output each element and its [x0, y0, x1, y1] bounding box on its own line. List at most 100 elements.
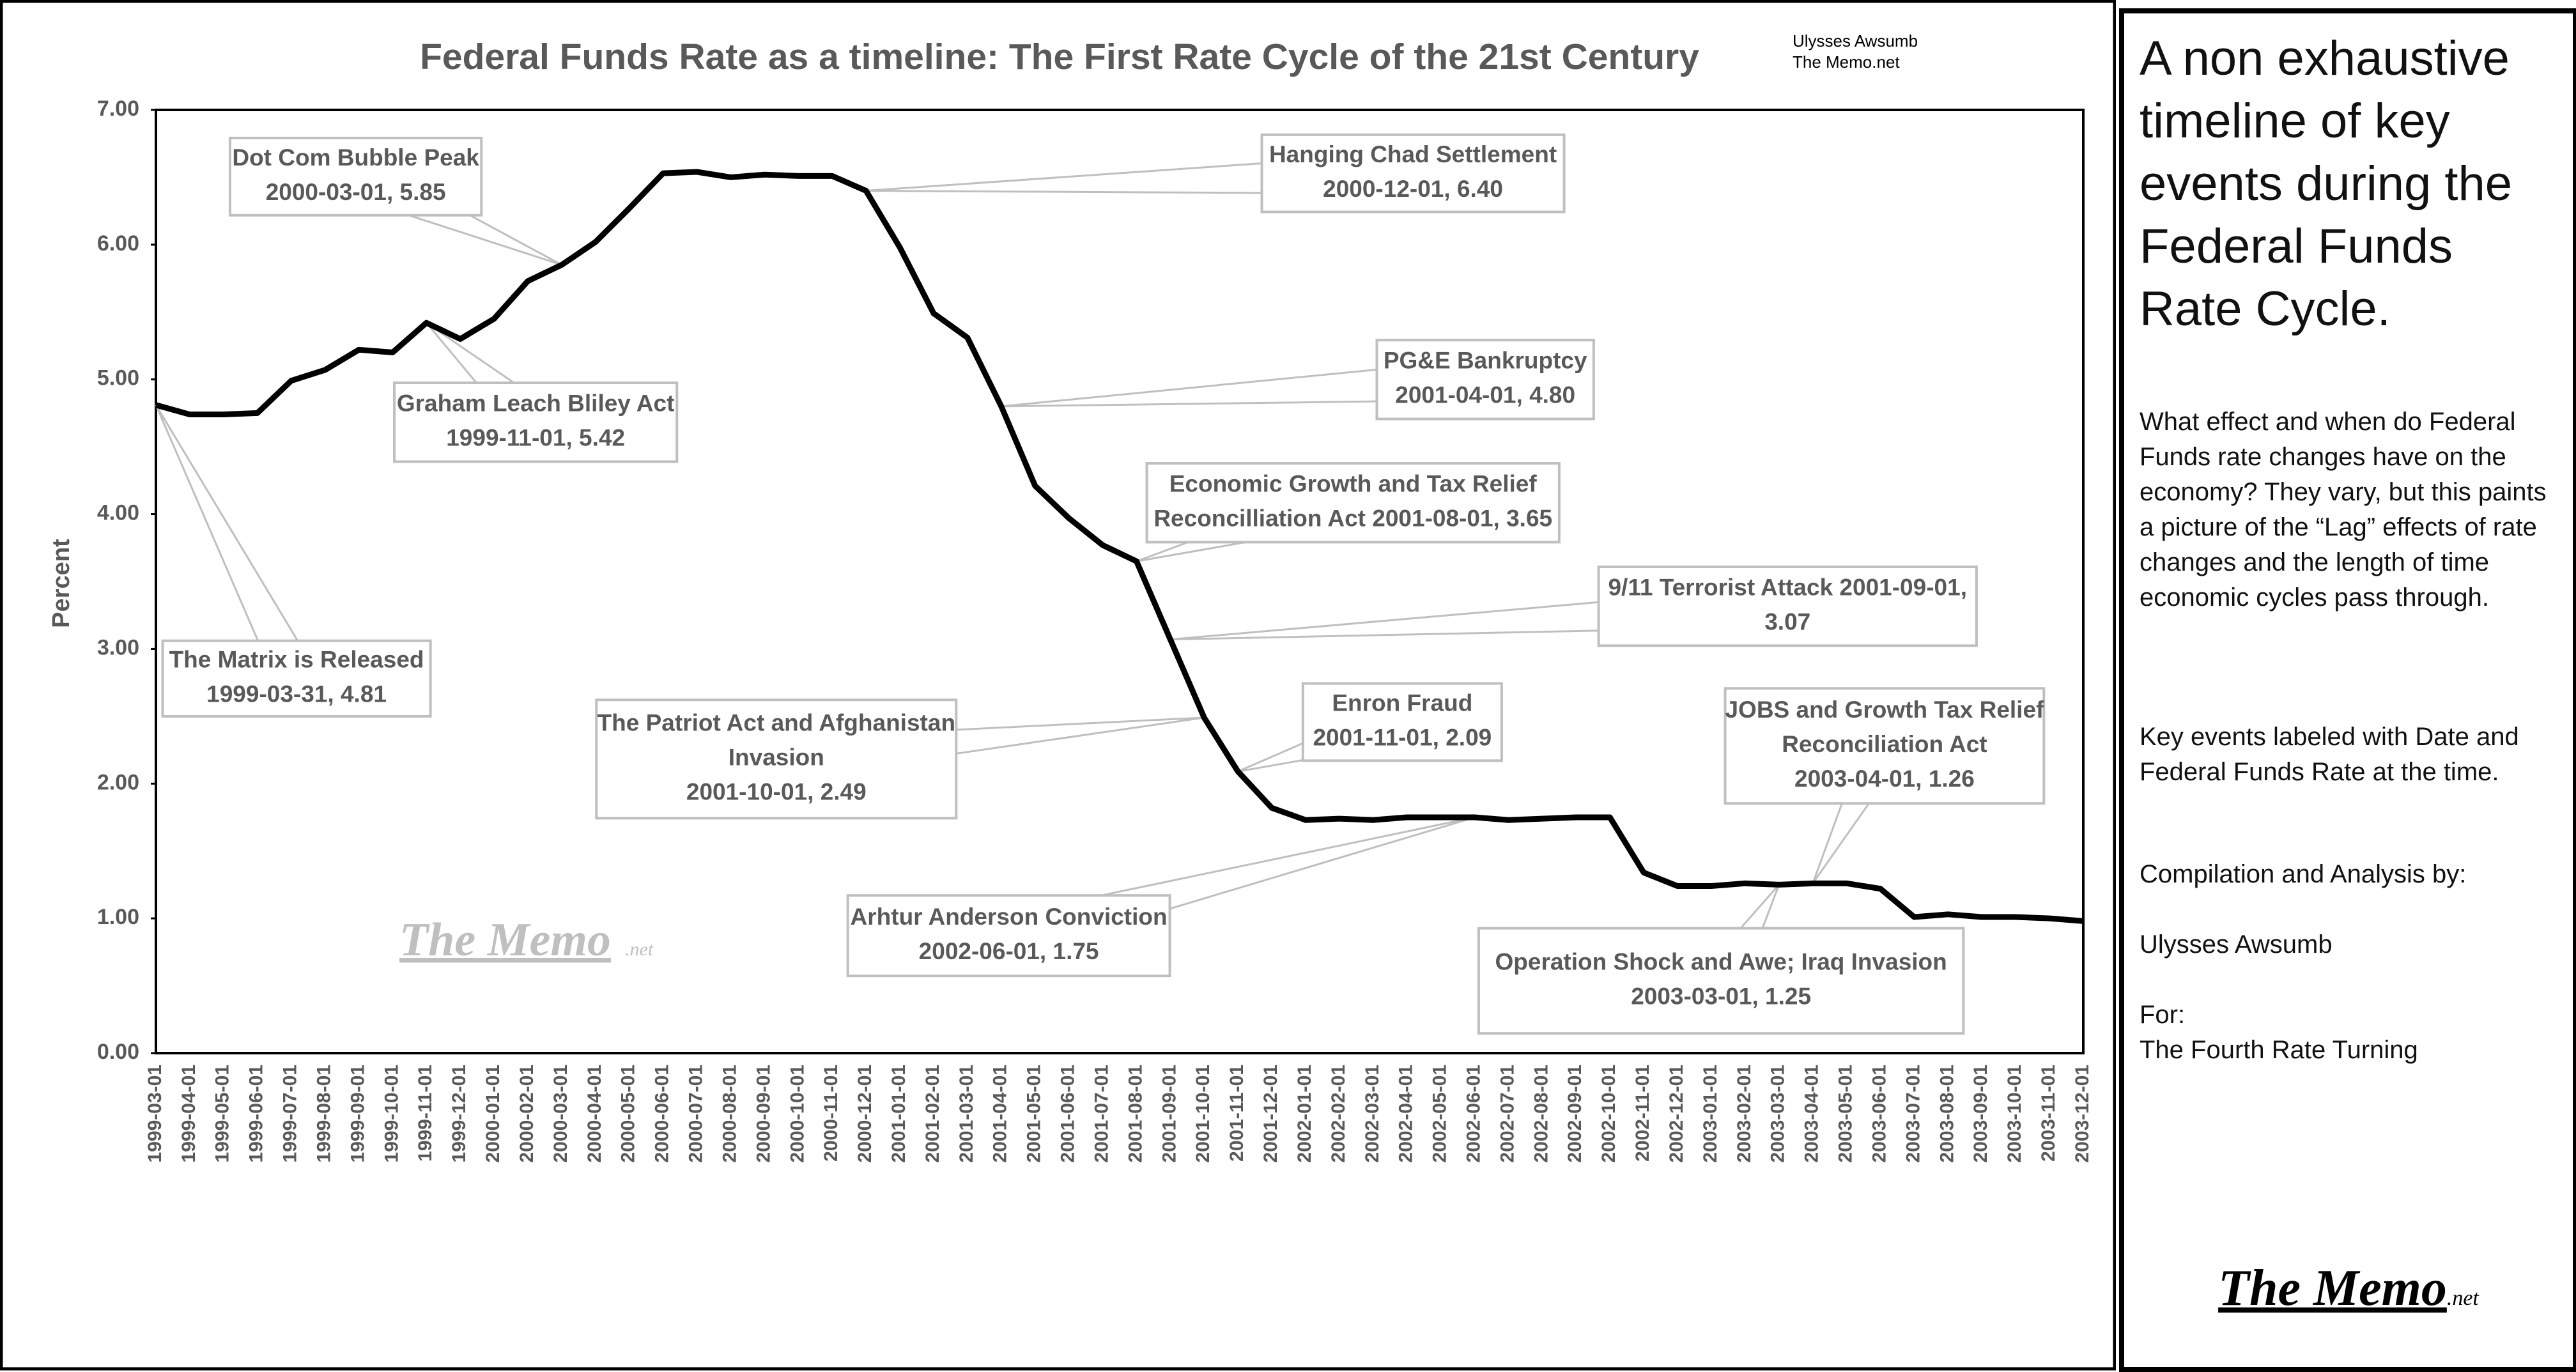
x-tick-label: 2001-12-01: [1260, 1065, 1281, 1162]
x-tick-label: 2000-01-01: [482, 1065, 504, 1162]
x-tick-label: 1999-07-01: [280, 1065, 301, 1162]
x-tick-label: 2000-05-01: [618, 1065, 639, 1162]
annotation-text: Operation Shock and Awe; Iraq Invasion: [1495, 949, 1947, 975]
annotation-text: 2000-03-01, 5.85: [266, 179, 446, 205]
x-tick-label: 2002-09-01: [1564, 1065, 1585, 1162]
annotation-box: [161, 639, 432, 718]
annotation-text: 2000-12-01, 6.40: [1323, 176, 1503, 202]
annotation-text: 1999-03-31, 4.81: [206, 681, 387, 707]
x-tick-label: 1999-10-01: [381, 1065, 402, 1162]
x-tick-label: 1999-05-01: [212, 1065, 233, 1162]
x-tick-label: 2003-12-01: [2072, 1065, 2093, 1162]
x-tick-label: 1999-04-01: [178, 1065, 199, 1162]
x-tick-label: 2000-12-01: [854, 1065, 875, 1162]
x-tick-label: 2001-08-01: [1125, 1065, 1146, 1162]
watermark-suffix: .net: [625, 939, 654, 960]
x-tick-label: 2002-04-01: [1396, 1065, 1417, 1162]
annotation-text: 2001-10-01, 2.49: [686, 779, 867, 805]
x-tick-label: 2000-06-01: [652, 1065, 673, 1162]
x-tick-label: 1999-09-01: [347, 1065, 368, 1162]
x-tick-label: 2001-09-01: [1159, 1065, 1180, 1162]
annotation-text: Reconciliation Act: [1782, 731, 1987, 757]
x-tick-label: 2002-05-01: [1430, 1065, 1451, 1162]
x-tick-label: 2001-03-01: [956, 1065, 977, 1162]
y-tick-label: 2.00: [97, 770, 139, 794]
annotation-text: The Patriot Act and Afghanistan: [598, 710, 956, 736]
panel-text: Compilation and Analysis by:: [2140, 860, 2467, 888]
x-tick-label: 2001-04-01: [990, 1065, 1011, 1162]
annotation-text: JOBS and Growth Tax Relief: [1725, 697, 2044, 723]
annotation-box: [1724, 687, 2046, 805]
x-tick-label: 2001-02-01: [922, 1065, 943, 1162]
x-tick-label: 2002-01-01: [1294, 1065, 1315, 1162]
x-tick-label: 2003-11-01: [2038, 1065, 2059, 1162]
annotation-text: The Matrix is Released: [169, 647, 424, 673]
x-tick-label: 2002-12-01: [1666, 1065, 1687, 1162]
x-tick-label: 2000-11-01: [821, 1065, 842, 1162]
y-tick-label: 5.00: [97, 366, 139, 390]
panel-text: Ulysses Awsumb: [2140, 930, 2333, 959]
annotation-text: 1999-11-01, 5.42: [446, 425, 625, 451]
x-tick-label: 2001-06-01: [1058, 1065, 1079, 1162]
x-tick-label: 2001-10-01: [1192, 1065, 1214, 1162]
credit: Ulysses Awsumb: [1793, 31, 1918, 50]
x-tick-label: 2002-06-01: [1463, 1065, 1485, 1162]
annotation-text: PG&E Bankruptcy: [1384, 348, 1587, 374]
y-axis-label: Percent: [48, 539, 75, 628]
y-tick-label: 1.00: [97, 905, 139, 929]
x-tick-label: 2002-08-01: [1531, 1065, 1552, 1162]
x-tick-label: 1999-06-01: [246, 1065, 267, 1162]
x-tick-label: 1999-11-01: [415, 1065, 436, 1162]
panel-text: For:: [2140, 1001, 2186, 1029]
annotation-text: Invasion: [729, 744, 824, 771]
chart: Federal Funds Rate as a timeline: The Fi…: [0, 0, 2116, 1371]
annotation-text: 2002-06-01, 1.75: [919, 938, 1099, 964]
annotation-text: Dot Com Bubble Peak: [232, 144, 479, 171]
x-tick-label: 2003-07-01: [1902, 1065, 1924, 1162]
annotation-text: Reconcilliation Act 2001-08-01, 3.65: [1153, 505, 1552, 532]
annotation-box: [1301, 682, 1503, 762]
panel-text: The Fourth Rate Turning: [2140, 1036, 2418, 1064]
x-tick-label: 2003-06-01: [1869, 1065, 1890, 1162]
x-tick-label: 2000-02-01: [516, 1065, 537, 1162]
annotation-text: 2001-11-01, 2.09: [1313, 725, 1492, 751]
x-tick-label: 2000-08-01: [719, 1065, 740, 1162]
x-tick-label: 2002-11-01: [1632, 1065, 1653, 1162]
annotation-text: Economic Growth and Tax Relief: [1169, 471, 1538, 497]
annotation-text: Enron Fraud: [1332, 690, 1472, 716]
credit: The Memo.net: [1793, 52, 1900, 72]
x-tick-label: 2002-10-01: [1598, 1065, 1619, 1162]
panel-heading: A non exhaustive timeline of key events …: [2140, 31, 2513, 336]
x-tick-label: 2003-04-01: [1801, 1065, 1823, 1162]
y-tick-label: 3.00: [97, 635, 139, 659]
x-tick-label: 1999-08-01: [313, 1065, 334, 1162]
panel-text: Key events labeled with Date and Federal…: [2140, 723, 2519, 786]
x-tick-label: 2003-08-01: [1936, 1065, 1957, 1162]
x-tick-label: 2002-07-01: [1497, 1065, 1518, 1162]
logo-suffix: .net: [2446, 1286, 2479, 1310]
annotation-box: [228, 136, 483, 217]
x-tick-label: 2000-07-01: [686, 1065, 707, 1162]
x-tick-label: 2000-04-01: [584, 1065, 605, 1162]
annotation-text: 2001-04-01, 4.80: [1395, 382, 1575, 408]
annotation-box: [846, 894, 1171, 978]
x-tick-label: 2003-10-01: [2004, 1065, 2025, 1162]
x-tick-label: 2003-05-01: [1835, 1065, 1856, 1162]
x-tick-label: 2001-11-01: [1226, 1065, 1247, 1162]
x-tick-label: 1999-03-01: [144, 1065, 166, 1162]
annotation-text: 2003-04-01, 1.26: [1794, 766, 1975, 792]
x-tick-label: 2003-09-01: [1970, 1065, 1991, 1162]
annotation-text: Graham Leach Bliley Act: [397, 390, 675, 417]
x-tick-label: 2001-01-01: [888, 1065, 909, 1162]
annotation-box: [595, 698, 958, 820]
annotation-box: [1477, 927, 1965, 1035]
annotation-box: [1145, 462, 1561, 544]
plot-frame: [155, 109, 2085, 1054]
annotation-text: 2003-03-01, 1.25: [1631, 983, 1811, 1010]
data-line: [155, 169, 2084, 924]
side-panel: A non exhaustive timeline of key events …: [2119, 8, 2576, 1372]
logo: The Memo.net: [2124, 1260, 2573, 1318]
y-tick-label: 0.00: [97, 1040, 139, 1064]
x-tick-label: 2000-10-01: [787, 1065, 808, 1162]
